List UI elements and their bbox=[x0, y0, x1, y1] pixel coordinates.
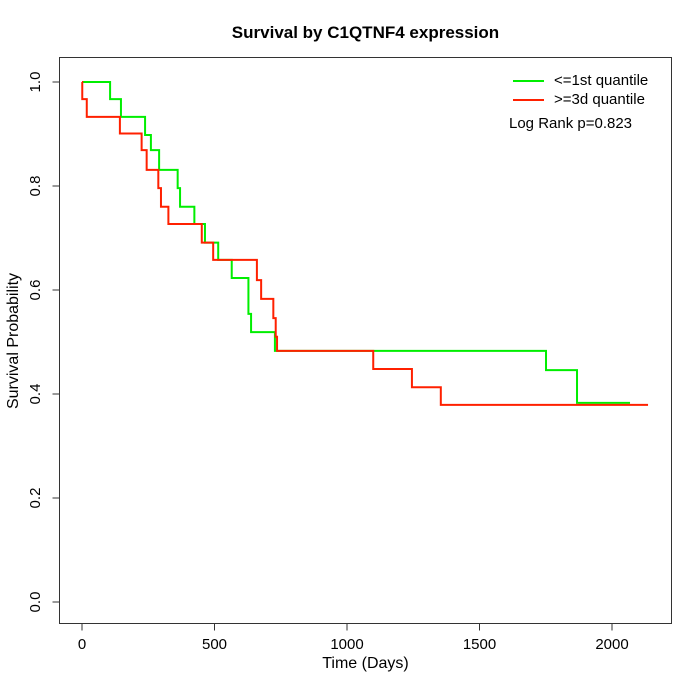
x-axis-tick-label: 500 bbox=[202, 636, 227, 653]
x-axis-tick-label: 2000 bbox=[595, 636, 628, 653]
y-axis-title: Survival Probability bbox=[5, 272, 22, 410]
y-axis-tick-label: 0.4 bbox=[27, 384, 44, 405]
green-line-swatch-icon bbox=[513, 79, 544, 82]
legend-label-third-quantile: >=3d quantile bbox=[554, 91, 645, 108]
y-axis-tick-label: 0.0 bbox=[27, 592, 44, 613]
legend-item-third-quantile: >=3d quantile bbox=[513, 90, 648, 109]
x-axis-tick-label: 1000 bbox=[330, 636, 363, 653]
chart-title: Survival by C1QTNF4 expression bbox=[231, 23, 500, 42]
legend-label-first-quantile: <=1st quantile bbox=[554, 72, 649, 89]
legend: <=1st quantile >=3d quantile Log Rank p=… bbox=[509, 71, 648, 132]
y-axis-tick-label: 0.8 bbox=[27, 176, 44, 197]
legend-item-first-quantile: <=1st quantile bbox=[513, 71, 648, 90]
km-curve-third-quantile bbox=[81, 81, 649, 406]
plot-border bbox=[59, 57, 672, 624]
y-axis-tick-label: 0.6 bbox=[27, 280, 44, 301]
y-axis-tick-label: 1.0 bbox=[27, 72, 44, 93]
log-rank-annotation: Log Rank p=0.823 bbox=[509, 115, 633, 132]
red-line-swatch-icon bbox=[513, 98, 544, 101]
x-axis-tick-label: 0 bbox=[78, 636, 86, 653]
y-axis-tick-label: 0.2 bbox=[27, 488, 44, 509]
x-axis-tick-label: 1500 bbox=[463, 636, 496, 653]
x-axis-title: Time (Days) bbox=[322, 655, 409, 672]
